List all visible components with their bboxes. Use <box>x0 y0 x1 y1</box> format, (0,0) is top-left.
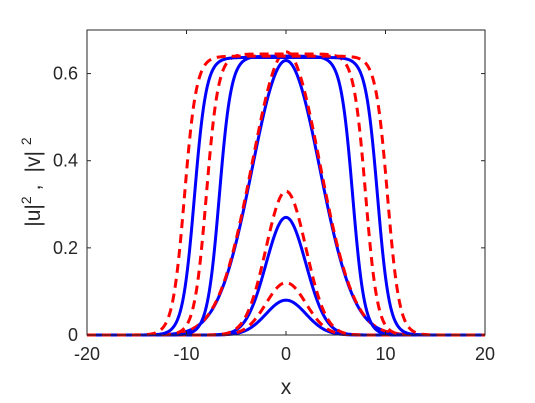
y-tick-label: 0 <box>68 325 78 345</box>
x-tick-label: -10 <box>173 344 199 364</box>
y-tick-label: 0.6 <box>53 64 78 84</box>
x-axis-label: x <box>281 376 292 399</box>
y-axis-label-u-exponent: 2 <box>18 196 34 204</box>
y-axis-label: |u|2,|v|2 <box>18 137 45 227</box>
series-line-v-9 <box>86 54 486 337</box>
y-axis-label-v-exponent: 2 <box>18 137 34 145</box>
y-axis-label-u: |u| <box>22 204 45 227</box>
x-tick-label: 20 <box>475 344 495 364</box>
plot-area <box>87 30 485 335</box>
tick-layer: -20 -10 0 10 20 0 0.2 0.4 0.6 <box>53 30 495 364</box>
x-tick-label: 10 <box>375 344 395 364</box>
y-axis-label-v: |v| <box>22 151 45 172</box>
y-axis-label-comma: , <box>22 184 45 190</box>
x-tick-label: -20 <box>74 344 100 364</box>
y-tick-label: 0.2 <box>53 238 78 258</box>
y-tick-label: 0.4 <box>53 151 78 171</box>
x-tick-label: 0 <box>281 344 291 364</box>
